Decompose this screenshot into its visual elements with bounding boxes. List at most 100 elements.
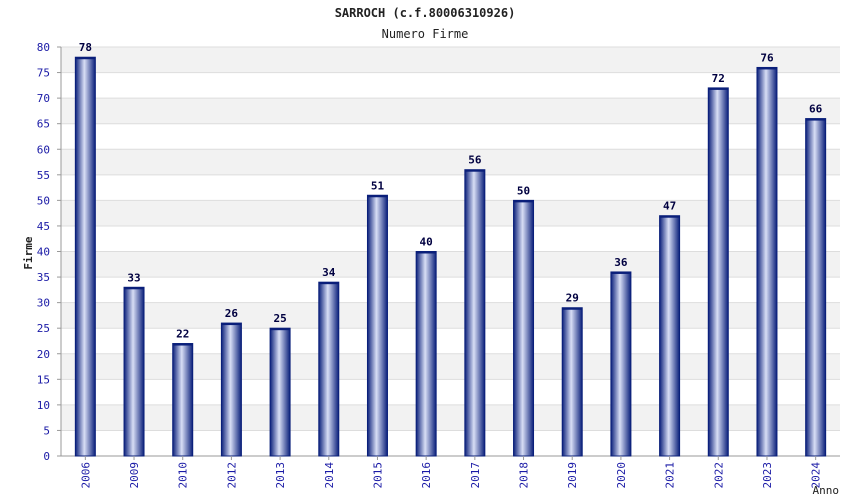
bar-top-rim (124, 287, 145, 290)
value-label: 29 (566, 292, 579, 305)
x-tick-label: 2023 (761, 462, 774, 489)
bar-top-rim (464, 169, 485, 172)
value-label: 51 (371, 179, 385, 192)
bar-2016 (415, 251, 437, 457)
value-label: 33 (127, 271, 140, 284)
bar-2009 (123, 286, 145, 457)
value-label: 40 (420, 236, 433, 249)
bar (220, 322, 242, 457)
bar-top-rim (75, 57, 96, 60)
y-tick-label: 65 (37, 118, 50, 131)
bar-2014 (318, 281, 340, 457)
y-tick-label: 10 (37, 399, 50, 412)
bar-top-rim (172, 343, 193, 346)
y-tick-label: 80 (37, 41, 50, 54)
bar (123, 286, 145, 457)
x-tick-label: 2009 (128, 462, 141, 489)
y-tick-label: 35 (37, 271, 50, 284)
x-tick-label: 2017 (469, 462, 482, 489)
bar-2024 (805, 118, 827, 457)
x-axis-ticks: 2006 2009 2010 2012 2013 2014 2015 2016 2017 2018… (79, 456, 823, 489)
y-tick-label: 30 (37, 297, 50, 310)
bars (74, 56, 827, 457)
bar (561, 307, 583, 457)
value-label: 78 (79, 41, 92, 54)
bar-2018 (513, 199, 535, 457)
bar-top-rim (221, 323, 242, 326)
y-tick-label: 25 (37, 322, 50, 335)
value-label: 36 (614, 256, 628, 269)
y-tick-label: 70 (37, 92, 50, 105)
bar-2021 (659, 215, 681, 457)
bar-top-rim (562, 307, 583, 310)
x-tick-label: 2012 (225, 462, 238, 489)
y-tick-label: 20 (37, 348, 50, 361)
y-tick-label: 40 (37, 246, 50, 259)
x-axis-label: Anno (813, 484, 840, 497)
bar (74, 56, 96, 457)
y-axis-label: Firme (22, 236, 35, 269)
x-tick-label: 2021 (664, 462, 677, 489)
bar (318, 281, 340, 457)
bar-2017 (464, 169, 486, 457)
bar (415, 251, 437, 457)
bar (366, 194, 388, 457)
x-tick-label: 2016 (420, 462, 433, 489)
bar-2006 (74, 56, 96, 457)
bar (610, 271, 632, 457)
chart-subtitle: Numero Firme (382, 27, 469, 41)
bar (659, 215, 681, 457)
x-tick-label: 2024 (810, 462, 823, 489)
x-tick-label: 2006 (79, 462, 92, 489)
bar (513, 199, 535, 457)
y-tick-label: 15 (37, 373, 50, 386)
bar-top-rim (270, 328, 291, 331)
bar (707, 87, 729, 457)
y-tick-label: 60 (37, 143, 50, 156)
value-label: 34 (322, 266, 336, 279)
bar (269, 327, 291, 457)
value-label: 76 (760, 51, 774, 64)
value-label: 22 (176, 328, 189, 341)
y-tick-label: 55 (37, 169, 50, 182)
bar-top-rim (659, 215, 680, 218)
y-tick-label: 5 (43, 424, 50, 437)
y-axis-ticks: 0 5 10 15 20 25 30 35 40 45 50 55 60 65 70 75 80 (37, 41, 61, 463)
bar-2013 (269, 327, 291, 457)
bar (756, 66, 778, 457)
bar-top-rim (756, 67, 777, 70)
x-tick-label: 2010 (177, 462, 190, 489)
value-label: 56 (468, 154, 482, 167)
value-label: 25 (273, 312, 286, 325)
x-tick-label: 2019 (566, 462, 579, 489)
x-tick-label: 2015 (371, 462, 384, 489)
bar-2020 (610, 271, 632, 457)
bar (464, 169, 486, 457)
bar-2022 (707, 87, 729, 457)
bar-top-rim (367, 195, 388, 198)
value-label: 50 (517, 184, 530, 197)
bar-top-rim (513, 200, 534, 203)
x-tick-label: 2020 (615, 462, 628, 489)
value-label: 72 (712, 72, 725, 85)
bar-2023 (756, 66, 778, 457)
bar-top-rim (805, 118, 826, 121)
value-label: 26 (225, 307, 239, 320)
y-tick-label: 0 (43, 450, 50, 463)
bar-top-rim (708, 87, 729, 90)
x-tick-label: 2022 (712, 462, 725, 489)
bar-2012 (220, 322, 242, 457)
plot-band-shaded (61, 47, 840, 73)
bar-top-rim (610, 271, 631, 274)
value-label: 47 (663, 200, 676, 213)
y-tick-label: 75 (37, 67, 50, 80)
bar-2010 (172, 343, 194, 457)
value-label: 66 (809, 103, 823, 116)
y-tick-label: 45 (37, 220, 50, 233)
bar-top-rim (416, 251, 437, 254)
bar-2015 (366, 194, 388, 457)
bar-2019 (561, 307, 583, 457)
x-tick-label: 2013 (274, 462, 287, 489)
